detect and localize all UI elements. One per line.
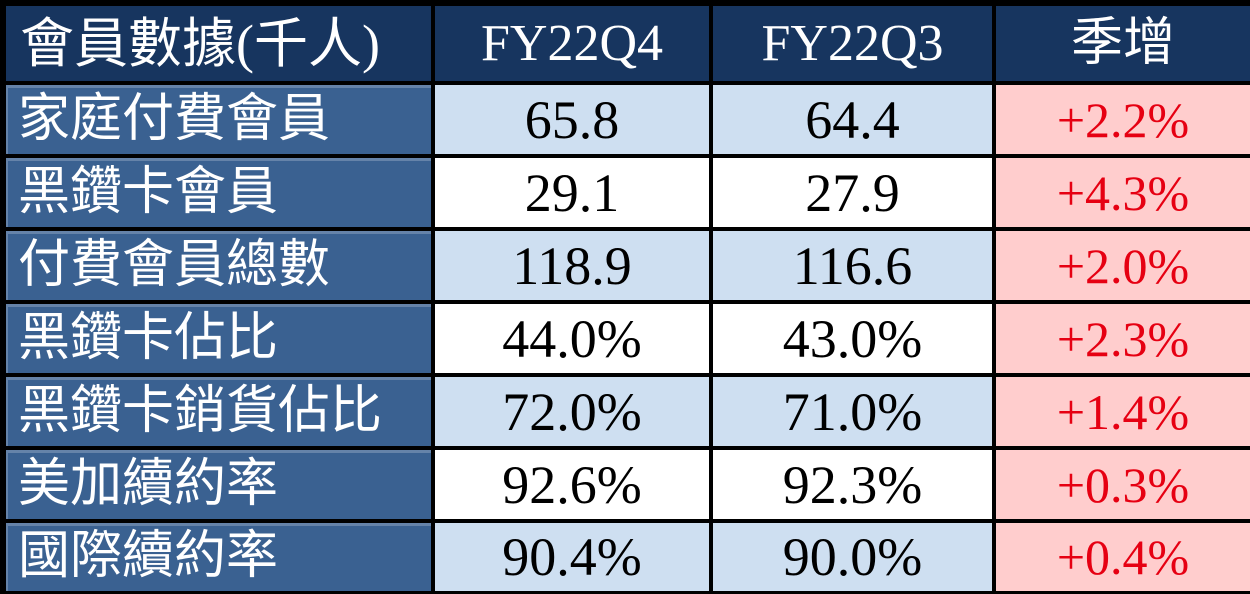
- value-qoq: +2.2%: [992, 81, 1250, 158]
- value-qoq: +2.0%: [992, 227, 1250, 304]
- value-fy22q4: 65.8: [431, 81, 713, 158]
- value-qoq: +4.3%: [992, 154, 1250, 231]
- value-fy22q3: 64.4: [709, 81, 996, 158]
- value-fy22q3: 92.3%: [709, 446, 996, 523]
- row-label: 國際續約率: [1, 519, 435, 594]
- value-qoq: +0.4%: [992, 519, 1250, 594]
- table-row: 黑鑽卡佔比 44.0% 43.0% +2.3%: [1, 300, 1250, 377]
- value-fy22q3: 43.0%: [709, 300, 996, 377]
- column-header-fy22q4: FY22Q4: [431, 1, 713, 85]
- row-label: 黑鑽卡佔比: [1, 300, 435, 377]
- value-fy22q3: 90.0%: [709, 519, 996, 594]
- table-header-row: 會員數據(千人) FY22Q4 FY22Q3 季增: [1, 1, 1250, 85]
- table-row: 家庭付費會員 65.8 64.4 +2.2%: [1, 81, 1250, 158]
- column-header-fy22q3: FY22Q3: [709, 1, 996, 85]
- row-label: 黑鑽卡銷貨佔比: [1, 373, 435, 450]
- value-fy22q4: 118.9: [431, 227, 713, 304]
- value-qoq: +2.3%: [992, 300, 1250, 377]
- value-fy22q4: 29.1: [431, 154, 713, 231]
- value-fy22q4: 90.4%: [431, 519, 713, 594]
- table-row: 黑鑽卡會員 29.1 27.9 +4.3%: [1, 154, 1250, 231]
- row-label: 付費會員總數: [1, 227, 435, 304]
- table-title-cell: 會員數據(千人): [1, 1, 435, 85]
- row-label: 黑鑽卡會員: [1, 154, 435, 231]
- table-row: 付費會員總數 118.9 116.6 +2.0%: [1, 227, 1250, 304]
- table-row: 國際續約率 90.4% 90.0% +0.4%: [1, 519, 1250, 594]
- table-row: 美加續約率 92.6% 92.3% +0.3%: [1, 446, 1250, 523]
- column-header-qoq: 季增: [992, 1, 1250, 85]
- value-qoq: +0.3%: [992, 446, 1250, 523]
- row-label: 家庭付費會員: [1, 81, 435, 158]
- value-fy22q3: 27.9: [709, 154, 996, 231]
- table-row: 黑鑽卡銷貨佔比 72.0% 71.0% +1.4%: [1, 373, 1250, 450]
- value-fy22q3: 71.0%: [709, 373, 996, 450]
- row-label: 美加續約率: [1, 446, 435, 523]
- value-fy22q4: 44.0%: [431, 300, 713, 377]
- value-qoq: +1.4%: [992, 373, 1250, 450]
- value-fy22q4: 72.0%: [431, 373, 713, 450]
- value-fy22q4: 92.6%: [431, 446, 713, 523]
- value-fy22q3: 116.6: [709, 227, 996, 304]
